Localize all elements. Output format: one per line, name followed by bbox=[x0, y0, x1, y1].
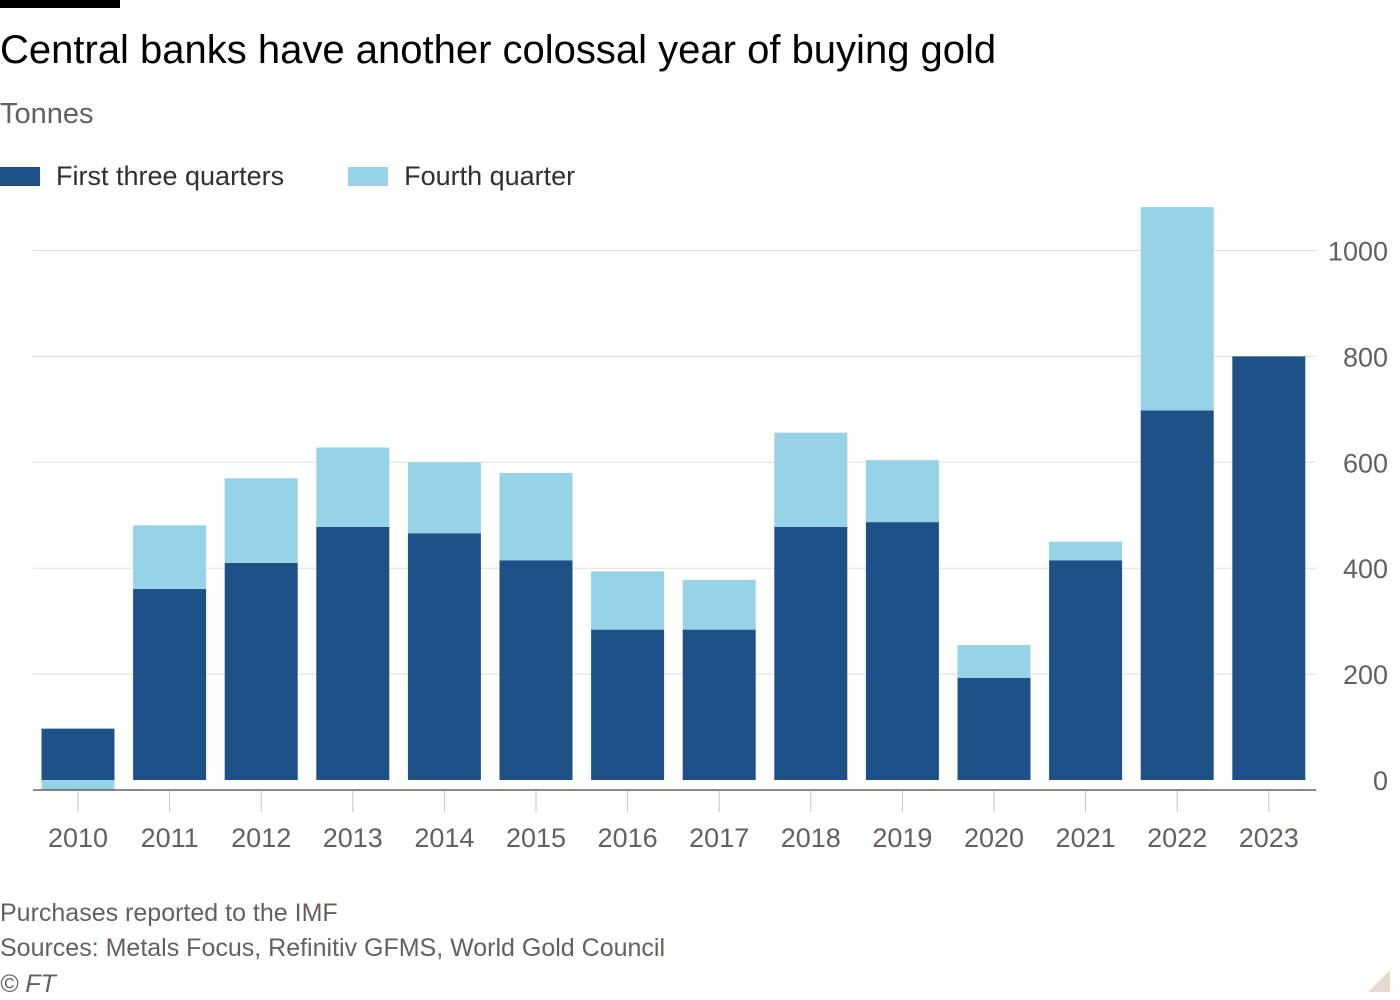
bar-first-three-quarters bbox=[133, 588, 207, 780]
x-tick-label: 2012 bbox=[231, 823, 291, 853]
x-tick-label: 2023 bbox=[1239, 823, 1299, 853]
legend-item-fourth-quarter: Fourth quarter bbox=[348, 161, 575, 192]
bar-first-three-quarters bbox=[407, 533, 481, 780]
chart-legend: First three quarters Fourth quarter bbox=[0, 158, 639, 194]
x-tick-label: 2013 bbox=[323, 823, 383, 853]
x-tick-label: 2015 bbox=[506, 823, 566, 853]
y-tick-label: 400 bbox=[1343, 554, 1388, 584]
legend-label-first-three-quarters: First three quarters bbox=[56, 160, 285, 191]
bar-first-three-quarters bbox=[591, 629, 665, 780]
x-tick-label: 2017 bbox=[689, 823, 749, 853]
bar-fourth-quarter bbox=[41, 780, 115, 790]
footnote: Purchases reported to the IMF bbox=[0, 899, 338, 927]
bar-fourth-quarter bbox=[591, 571, 665, 630]
x-tick-label: 2021 bbox=[1056, 823, 1116, 853]
stacked-bar-chart: 0 200 400 600 800 1000 2010 2011 2012 2013 2014 201… bbox=[33, 207, 1388, 853]
bar-fourth-quarter bbox=[957, 644, 1031, 678]
bar-first-three-quarters bbox=[865, 522, 939, 780]
x-tick-label: 2020 bbox=[964, 823, 1024, 853]
x-tick-label: 2022 bbox=[1147, 823, 1207, 853]
legend-swatch-first-three-quarters bbox=[0, 166, 40, 186]
source-line: Sources: Metals Focus, Refinitiv GFMS, W… bbox=[0, 934, 666, 962]
y-tick-label: 800 bbox=[1343, 342, 1388, 372]
x-tick-label: 2010 bbox=[48, 823, 108, 853]
x-tick-label: 2014 bbox=[414, 823, 474, 853]
bar-fourth-quarter bbox=[224, 478, 298, 563]
bar-first-three-quarters bbox=[1232, 356, 1306, 780]
bar-fourth-quarter bbox=[316, 447, 390, 527]
bar-first-three-quarters bbox=[316, 526, 390, 780]
corner-mark bbox=[1368, 970, 1390, 992]
bar-fourth-quarter bbox=[1140, 207, 1214, 411]
y-tick-label: 200 bbox=[1343, 660, 1388, 690]
bar-first-three-quarters bbox=[1049, 560, 1123, 780]
y-tick-label: 1000 bbox=[1328, 237, 1388, 267]
legend-item-first-three-quarters: First three quarters bbox=[0, 161, 284, 192]
bar-first-three-quarters bbox=[1140, 410, 1214, 780]
bar-fourth-quarter bbox=[499, 472, 573, 561]
chart-title: Central banks have another colossal year… bbox=[0, 28, 997, 72]
bar-fourth-quarter bbox=[682, 579, 756, 630]
copyright: © FT bbox=[0, 970, 56, 998]
bar-first-three-quarters bbox=[774, 526, 848, 780]
chart-subtitle: Tonnes bbox=[0, 98, 94, 130]
bar-fourth-quarter bbox=[133, 525, 207, 589]
bar-first-three-quarters bbox=[224, 562, 298, 780]
bar-first-three-quarters bbox=[682, 629, 756, 780]
x-tick-label: 2019 bbox=[872, 823, 932, 853]
legend-swatch-fourth-quarter bbox=[348, 166, 389, 186]
bar-fourth-quarter bbox=[774, 432, 848, 527]
y-tick-label: 600 bbox=[1343, 448, 1388, 478]
x-tick-label: 2018 bbox=[781, 823, 841, 853]
bar-first-three-quarters bbox=[499, 560, 573, 780]
x-tick-label: 2011 bbox=[141, 823, 199, 853]
bar-fourth-quarter bbox=[1049, 541, 1123, 561]
bar-first-three-quarters bbox=[957, 677, 1031, 780]
x-tick-label: 2016 bbox=[598, 823, 658, 853]
bar-fourth-quarter bbox=[865, 460, 939, 523]
bar-fourth-quarter bbox=[407, 462, 481, 534]
legend-label-fourth-quarter: Fourth quarter bbox=[404, 160, 576, 191]
brand-bar bbox=[0, 0, 120, 8]
bar-first-three-quarters bbox=[41, 728, 115, 780]
y-tick-label: 0 bbox=[1373, 766, 1388, 796]
